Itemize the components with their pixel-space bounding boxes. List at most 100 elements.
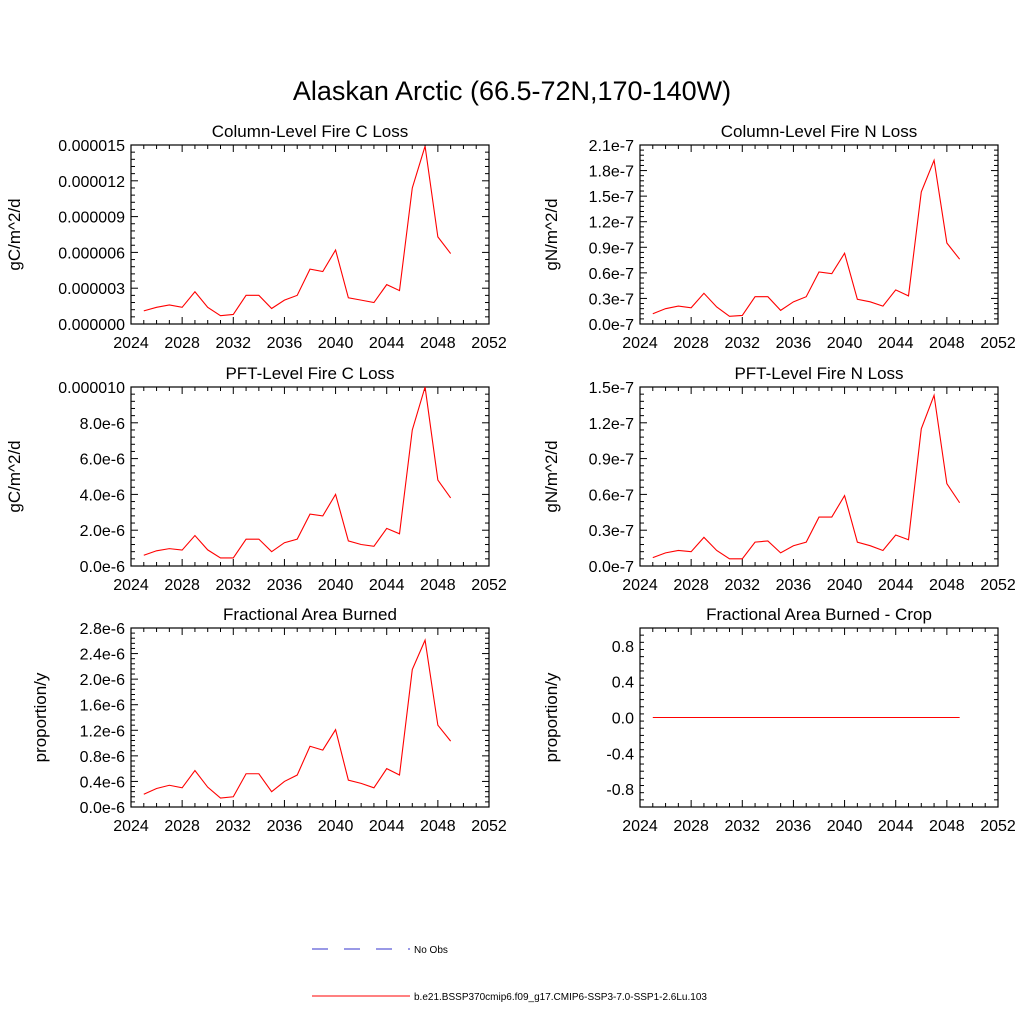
panel-5-plot-frame: [130, 627, 490, 808]
panel-3-pft-level-fire-c-loss: PFT-Level Fire C Loss 2024 2028 2032 2036 204…: [5, 364, 507, 594]
panel-5-y-tick-label: 2.8e-6: [80, 621, 125, 638]
panel-4-x-tick-label: 2024: [622, 577, 658, 594]
panel-5-y-tick-label: 0.0e-6: [80, 800, 125, 817]
panel-2-series-line: [652, 158, 961, 317]
panel-4-y-tick-label: 0.0e-7: [589, 559, 634, 576]
panel-6-x-tick-label: 2040: [827, 818, 863, 835]
panel-6-x-tick-label: 2024: [622, 818, 658, 835]
panel-1-y-axis-label: gC/m^2/d: [5, 198, 24, 270]
panel-2-y-axis-label: gN/m^2/d: [542, 198, 561, 270]
panel-6-y-tick-label: 0.8: [612, 639, 634, 656]
panel-4-x-tick-label: 2032: [724, 577, 760, 594]
panel-2-y-tick-label: 1.2e-7: [589, 215, 634, 232]
panel-6-x-tick-label: 2036: [776, 818, 812, 835]
panel-4-plot-frame: [639, 386, 999, 567]
panel-2-x-tick-label: 2044: [878, 335, 914, 352]
panel-3-y-tick-label: 2.0e-6: [80, 523, 125, 540]
panel-3-x-tick-label: 2024: [113, 577, 149, 594]
panel-3-x-tick-label: 2040: [318, 577, 354, 594]
panel-1-x-tick-label: 2048: [420, 335, 456, 352]
panel-2-title: Column-Level Fire N Loss: [721, 122, 918, 141]
panel-4-x-tick-label: 2036: [776, 577, 812, 594]
panel-2-y-tick-label: 1.8e-7: [589, 164, 634, 181]
panel-3-y-tick-label: 0.0e-6: [80, 559, 125, 576]
panel-5-series-line: [143, 638, 452, 799]
panel-3-x-tick-label: 2032: [215, 577, 251, 594]
panel-1-x-tick-label: 2040: [318, 335, 354, 352]
panel-6-y-tick-label: -0.4: [606, 746, 634, 763]
panel-2-y-tick-label: 0.3e-7: [589, 291, 634, 308]
panel-4-y-tick-label: 1.2e-7: [589, 416, 634, 433]
panel-5-y-tick-label: 1.6e-6: [80, 698, 125, 715]
panel-2-plot-frame: [639, 144, 999, 325]
panel-5-x-tick-label: 2028: [164, 818, 200, 835]
figure-title: Alaskan Arctic (66.5-72N,170-140W): [293, 76, 731, 106]
panel-4-series-line: [652, 393, 961, 560]
panel-1-x-tick-label: 2032: [215, 335, 251, 352]
panel-3-y-tick-label: 0.000010: [58, 380, 125, 397]
panel-1-y-tick-label: 0.000000: [58, 317, 125, 334]
panel-1-y-tick-label: 0.000012: [58, 174, 125, 191]
panel-4-title: PFT-Level Fire N Loss: [734, 364, 903, 383]
panel-3-y-tick-label: 6.0e-6: [80, 452, 125, 469]
panel-5-y-tick-label: 0.4e-6: [80, 774, 125, 791]
panel-3-x-tick-label: 2052: [471, 577, 507, 594]
panel-1-x-tick-label: 2036: [267, 335, 303, 352]
panel-1-plot-frame: [130, 144, 490, 325]
panel-2-x-tick-label: 2048: [929, 335, 965, 352]
panel-2-y-tick-label: 0.0e-7: [589, 317, 634, 334]
panel-5-y-tick-label: 2.4e-6: [80, 647, 125, 664]
panel-3-title: PFT-Level Fire C Loss: [225, 364, 394, 383]
panel-2-x-tick-label: 2036: [776, 335, 812, 352]
panel-4-x-tick-label: 2028: [673, 577, 709, 594]
panel-4-x-tick-label: 2048: [929, 577, 965, 594]
panel-1-x-tick-label: 2024: [113, 335, 149, 352]
panel-5-y-tick-label: 0.8e-6: [80, 749, 125, 766]
panel-2-x-tick-label: 2032: [724, 335, 760, 352]
panel-2-y-tick-label: 2.1e-7: [589, 138, 634, 155]
panel-1-x-tick-label: 2028: [164, 335, 200, 352]
panel-2-y-tick-label: 0.6e-7: [589, 266, 634, 283]
panel-2-x-tick-label: 2040: [827, 335, 863, 352]
panel-2-y-tick-label: 1.5e-7: [589, 189, 634, 206]
panel-3-x-tick-label: 2036: [267, 577, 303, 594]
panel-1-y-tick-label: 0.000015: [58, 138, 125, 155]
panel-6-x-tick-label: 2044: [878, 818, 914, 835]
panel-1-column-level-fire-c-loss: Column-Level Fire C Loss 2024 2028 2032 2036…: [5, 122, 507, 352]
panel-2-column-level-fire-n-loss: Column-Level Fire N Loss 2024 2028 2032 2036…: [542, 122, 1016, 352]
panel-6-x-tick-label: 2048: [929, 818, 965, 835]
panel-1-title: Column-Level Fire C Loss: [212, 122, 409, 141]
panel-5-x-tick-label: 2052: [471, 818, 507, 835]
legend-label-1: No Obs: [414, 945, 448, 956]
panel-3-x-tick-label: 2048: [420, 577, 456, 594]
panel-5-y-axis-label: proportion/y: [31, 672, 50, 762]
panel-6-x-tick-label: 2052: [980, 818, 1016, 835]
panel-3-series-line: [143, 386, 452, 559]
panel-5-x-tick-label: 2036: [267, 818, 303, 835]
panel-6-y-tick-label: 0.0: [612, 711, 634, 728]
panel-1-x-tick-label: 2044: [369, 335, 405, 352]
panel-6-fractional-area-burned-crop: Fractional Area Burned - Crop 2024 2028 203…: [542, 605, 1016, 835]
panel-5-y-tick-label: 2.0e-6: [80, 672, 125, 689]
panel-3-y-tick-label: 4.0e-6: [80, 487, 125, 504]
panel-5-x-tick-label: 2024: [113, 818, 149, 835]
panel-6-y-axis-label: proportion/y: [542, 672, 561, 762]
panel-5-x-tick-label: 2044: [369, 818, 405, 835]
panel-3-x-tick-label: 2028: [164, 577, 200, 594]
panel-6-title: Fractional Area Burned - Crop: [706, 605, 932, 624]
panel-5-title: Fractional Area Burned: [223, 605, 397, 624]
panel-3-plot-frame: [130, 386, 490, 567]
panel-4-x-tick-label: 2040: [827, 577, 863, 594]
panel-6-x-tick-label: 2032: [724, 818, 760, 835]
panel-1-x-tick-label: 2052: [471, 335, 507, 352]
panel-6-x-tick-label: 2028: [673, 818, 709, 835]
panel-5-x-tick-label: 2040: [318, 818, 354, 835]
legend-label-2: b.e21.BSSP370cmip6.f09_g17.CMIP6-SSP3-7.…: [414, 992, 707, 1003]
panel-5-y-tick-label: 1.2e-6: [80, 723, 125, 740]
panel-1-series-line: [143, 146, 452, 317]
panel-5-x-tick-label: 2048: [420, 818, 456, 835]
panel-2-y-tick-label: 0.9e-7: [589, 240, 634, 257]
panel-4-y-axis-label: gN/m^2/d: [542, 440, 561, 512]
panels: Column-Level Fire C Loss 2024 2028 2032 2036…: [5, 122, 1016, 835]
panel-5-x-tick-label: 2032: [215, 818, 251, 835]
